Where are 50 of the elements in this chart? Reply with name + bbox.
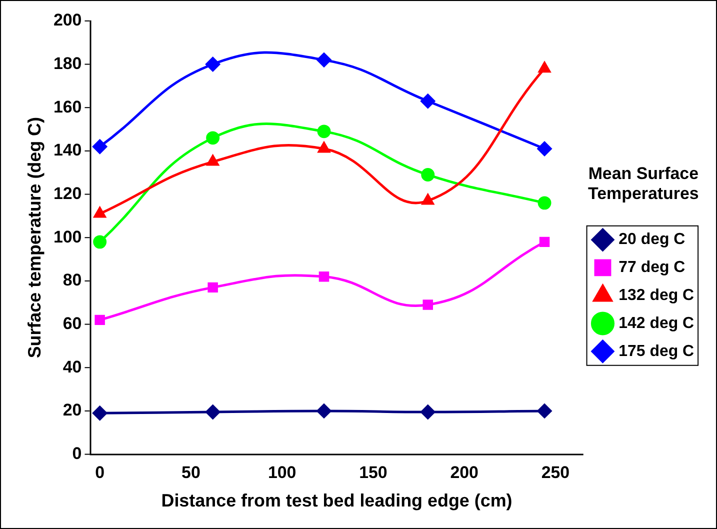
x-tick-label: 100 [268,463,296,482]
point [538,196,552,210]
y-tick-label: 200 [53,10,82,30]
legend-label: 132 deg C [618,286,695,304]
y-tick-label: 100 [53,227,82,246]
x-axis-title: Distance from test bed leading edge (cm) [161,490,512,510]
point [206,404,220,420]
y-axis-title: Surface temperature (deg C) [24,117,45,358]
x-tick-label: 200 [450,463,478,482]
point [92,406,108,420]
y-tick-label: 120 [53,184,82,203]
y-tick-label: 60 [62,314,82,333]
point [316,52,332,68]
point [317,124,331,138]
point [206,155,219,166]
legend-label: 175 deg C [618,342,695,360]
y-tick-label: 160 [53,97,82,116]
point [94,207,106,218]
point [316,404,332,418]
point [537,142,552,156]
point [421,168,435,182]
y-tick-label: 20 [62,400,82,420]
point [318,271,330,282]
y-tick-label: 0 [72,444,82,463]
point [537,404,552,418]
point [93,235,107,249]
point [206,131,220,145]
point [422,300,433,310]
legend-label: 142 deg C [618,314,695,332]
y-tick-label: 40 [62,357,82,376]
point [92,139,108,154]
point [206,57,220,72]
legend-label: 20 deg C [618,231,686,248]
point [420,94,436,108]
point [422,194,434,205]
point [208,282,218,293]
legend-title: Mean Surface Temperatures [588,164,699,204]
point [94,314,105,326]
y-tick-label: 140 [53,140,82,160]
y-tick-label: 80 [62,270,82,290]
point [420,404,436,420]
x-tick-label: 150 [359,463,388,482]
x-tick-label: 50 [182,463,200,482]
x-tick-label: 0 [95,463,105,482]
y-tick-label: 180 [53,54,82,73]
point [318,142,330,153]
point [539,236,550,248]
point [538,62,551,73]
legend-label: 77 deg C [618,259,686,276]
x-tick-label: 250 [541,463,570,482]
